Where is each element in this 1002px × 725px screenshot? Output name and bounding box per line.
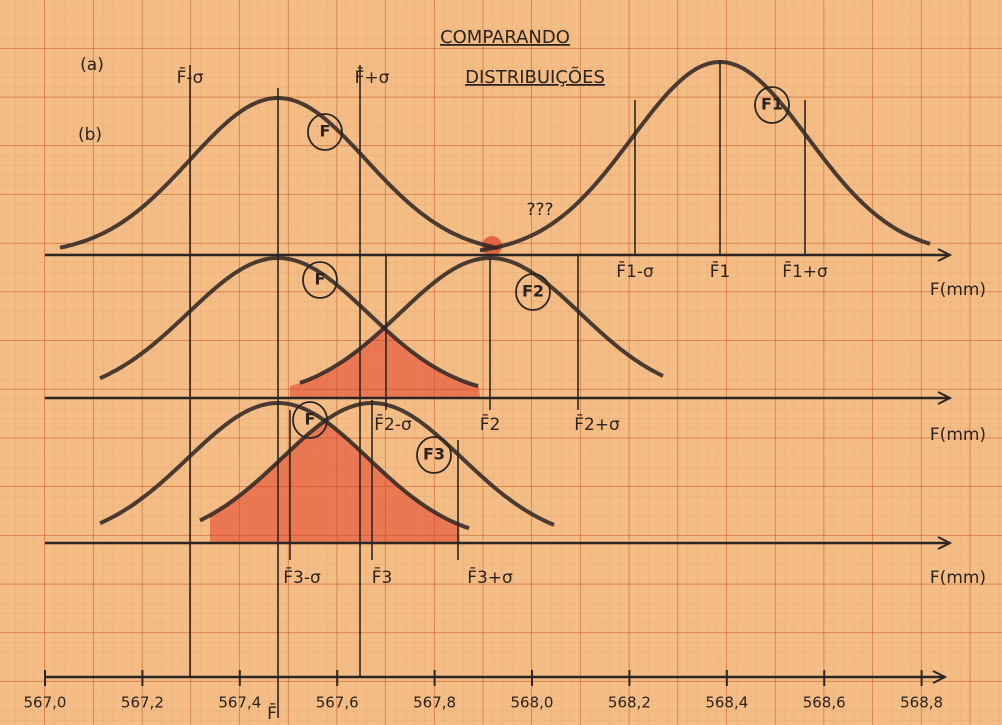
- curve-label: F: [305, 410, 316, 429]
- distribution-curve: [479, 59, 931, 253]
- curve-label: F1: [761, 95, 783, 114]
- title: COMPARANDO: [440, 27, 570, 48]
- label: F̄: [267, 702, 277, 724]
- distribution-curve: [199, 401, 555, 527]
- arrow-head: [937, 391, 953, 405]
- curve-label: F: [320, 122, 331, 141]
- arrow-head: [937, 248, 953, 262]
- circle-mark: [292, 401, 328, 439]
- label: F̄2+σ: [574, 413, 620, 435]
- circle-mark: [515, 273, 551, 311]
- label: (b): [78, 125, 102, 145]
- axis-label: 567,4: [218, 694, 261, 712]
- arrow-head: [932, 670, 948, 684]
- overlap-shade: [290, 328, 480, 398]
- axis-label: 567,0: [24, 694, 67, 712]
- label: F̄3+σ: [467, 566, 513, 588]
- label: F̄3-σ: [283, 566, 321, 588]
- axis-label: 567,8: [413, 694, 456, 712]
- axis-label: 567,2: [121, 694, 164, 712]
- drawing: 567,0 567,2 567,4 567,6 567,8 568,0 568,2 568,4…: [24, 55, 987, 724]
- label: F̄+σ: [355, 66, 390, 88]
- axis-label: 568,0: [511, 694, 554, 712]
- label: F̄-σ: [177, 66, 204, 88]
- axis-label: 568,2: [608, 694, 651, 712]
- distribution-curve: [59, 96, 499, 251]
- distribution-curve: [99, 256, 479, 389]
- curve-label: F3: [423, 445, 445, 464]
- axis-label: 568,4: [705, 694, 748, 712]
- label: F̄2-σ: [374, 413, 412, 435]
- circle-mark: [307, 113, 343, 151]
- curve-label: F2: [522, 282, 544, 301]
- label: F̄2: [480, 413, 501, 435]
- label: F̄1-σ: [616, 260, 654, 282]
- axis-label: 567,6: [316, 694, 359, 712]
- label: (a): [80, 55, 104, 75]
- circle-mark: [302, 261, 338, 299]
- curve-label: F: [315, 270, 326, 289]
- label: F̄3: [372, 566, 393, 588]
- circle-mark: [416, 436, 452, 474]
- arrow-head: [937, 536, 953, 550]
- distribution-curve: [99, 401, 470, 531]
- label: F(mm): [930, 280, 986, 300]
- subtitle: DISTRIBUIÇÕES: [465, 66, 605, 88]
- label: F(mm): [930, 425, 986, 445]
- axis-label: 568,8: [900, 694, 943, 712]
- circle-mark: [754, 86, 790, 124]
- label: F̄1: [710, 260, 731, 282]
- label: ???: [526, 200, 553, 220]
- label: F̄1+σ: [782, 260, 828, 282]
- label: F(mm): [930, 568, 986, 588]
- axis-label: 568,6: [803, 694, 846, 712]
- overlap-shade: [210, 421, 460, 543]
